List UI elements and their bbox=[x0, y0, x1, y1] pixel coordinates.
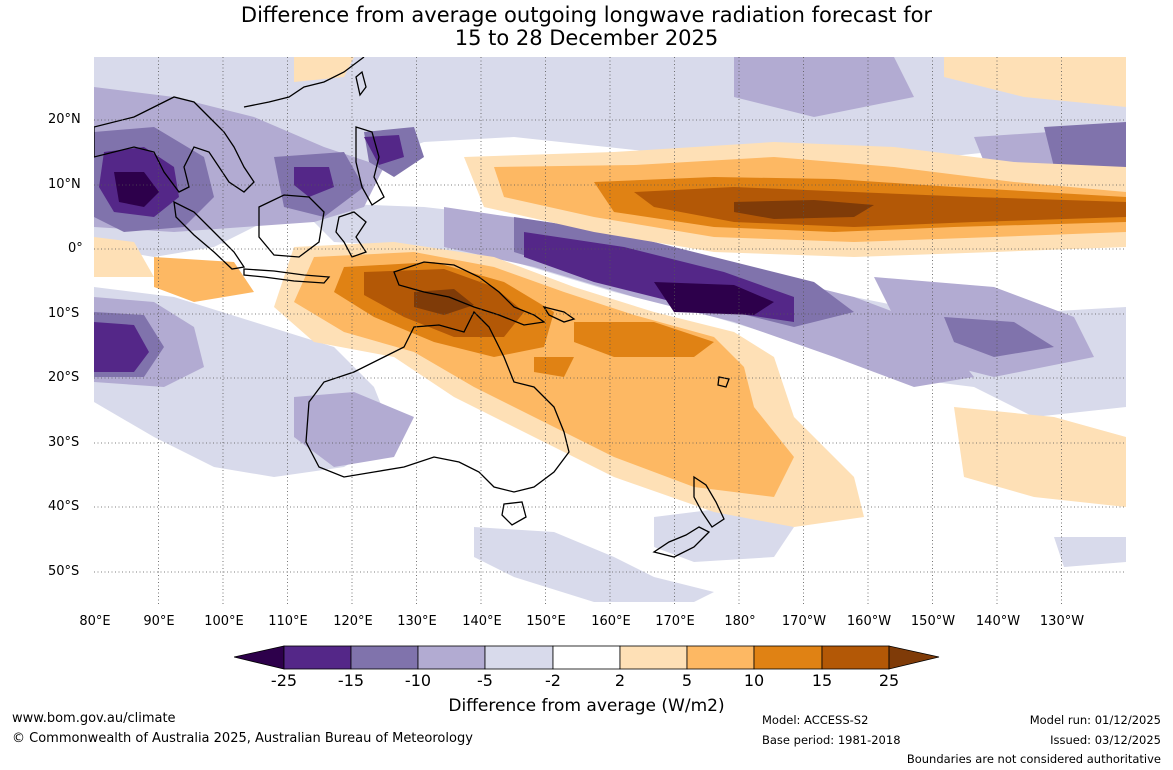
solomon-islands-coastline bbox=[542, 305, 576, 323]
borneo-coastline bbox=[258, 194, 325, 258]
footer-model: Model: ACCESS-S2 bbox=[762, 713, 869, 727]
colorbar-bin-5 bbox=[552, 645, 621, 670]
title-line-2: 15 to 28 December 2025 bbox=[454, 26, 719, 50]
java-coastline bbox=[243, 268, 331, 284]
lat-label-50s: 50°S bbox=[48, 564, 80, 579]
map-gridlines bbox=[94, 57, 1126, 604]
colorbar-tick-1: -25 bbox=[270, 671, 298, 690]
china-coastline bbox=[243, 57, 365, 108]
lon-label-170w: 170°W bbox=[781, 614, 827, 629]
lon-label-110e: 110°E bbox=[268, 614, 308, 629]
anomaly-band-darkest-brown bbox=[414, 200, 874, 315]
colorbar-title: Difference from average (W/m2) bbox=[448, 696, 725, 716]
footer-url: www.bom.gov.au/climate bbox=[12, 711, 176, 726]
colorbar-bin-4 bbox=[484, 645, 554, 670]
tasmania-coastline bbox=[501, 501, 527, 526]
taiwan-coastline bbox=[355, 70, 367, 97]
lat-label-30s: 30°S bbox=[48, 435, 80, 450]
australia-coastline bbox=[305, 310, 570, 493]
lon-label-170e: 170°E bbox=[655, 614, 695, 629]
sulawesi-coastline bbox=[335, 211, 368, 258]
anomaly-band-darkest-purple bbox=[114, 172, 774, 315]
lat-label-10s: 10°S bbox=[48, 306, 80, 321]
olr-anomaly-map bbox=[94, 57, 1126, 604]
colorbar-bin-2 bbox=[350, 645, 419, 670]
colorbar-bin-8 bbox=[753, 645, 823, 670]
lon-label-140w: 140°W bbox=[975, 614, 1021, 629]
colorbar-bin-3 bbox=[417, 645, 486, 670]
lon-label-150e: 150°E bbox=[526, 614, 566, 629]
lat-label-20n: 20°N bbox=[48, 112, 81, 127]
new-zealand-north-coastline bbox=[693, 475, 725, 528]
colorbar-tick-5: -2 bbox=[545, 671, 561, 690]
asia-mainland-coastline bbox=[94, 96, 255, 193]
colorbar-bin-9 bbox=[821, 645, 890, 670]
colorbar bbox=[234, 645, 940, 670]
footer-copyright: © Commonwealth of Australia 2025, Austra… bbox=[12, 731, 473, 746]
lon-label-100e: 100°E bbox=[204, 614, 244, 629]
colorbar-tick-10: 25 bbox=[878, 671, 900, 690]
colorbar-above-triangle bbox=[888, 645, 940, 670]
lon-label-150w: 150°W bbox=[910, 614, 956, 629]
lon-label-130e: 130°E bbox=[397, 614, 437, 629]
lat-label-0: 0° bbox=[68, 241, 83, 256]
colorbar-below-triangle bbox=[234, 645, 285, 670]
lon-label-140e: 140°E bbox=[462, 614, 502, 629]
footer-base-period: Base period: 1981-2018 bbox=[762, 733, 901, 747]
footer-model-run: Model run: 01/12/2025 bbox=[1029, 713, 1161, 727]
lat-label-40s: 40°S bbox=[48, 499, 80, 514]
colorbar-bin-7 bbox=[686, 645, 755, 670]
colorbar-bin-6 bbox=[619, 645, 688, 670]
lon-label-160e: 160°E bbox=[591, 614, 631, 629]
lon-label-180: 180° bbox=[724, 614, 756, 629]
lon-label-130w: 130°W bbox=[1039, 614, 1085, 629]
new-zealand-south-coastline bbox=[652, 526, 711, 558]
lat-label-20s: 20°S bbox=[48, 370, 80, 385]
footer-disclaimer: Boundaries are not considered authoritat… bbox=[906, 752, 1161, 766]
colorbar-bin-1 bbox=[283, 645, 352, 670]
colorbar-tick-9: 15 bbox=[811, 671, 833, 690]
lon-label-80e: 80°E bbox=[79, 614, 111, 629]
colorbar-tick-2: -15 bbox=[337, 671, 365, 690]
coastlines bbox=[94, 57, 730, 558]
title-line-1: Difference from average outgoing longwav… bbox=[240, 3, 933, 27]
lat-label-10n: 10°N bbox=[48, 177, 81, 192]
colorbar-tick-8: 10 bbox=[743, 671, 765, 690]
colorbar-tick-7: 5 bbox=[681, 671, 693, 690]
sumatra-coastline bbox=[173, 200, 246, 270]
colorbar-tick-4: -5 bbox=[477, 671, 493, 690]
lon-label-120e: 120°E bbox=[333, 614, 373, 629]
philippines-coastline bbox=[355, 126, 385, 206]
lon-label-160w: 160°W bbox=[846, 614, 892, 629]
fiji-coastline bbox=[717, 376, 730, 388]
colorbar-tick-6: 2 bbox=[614, 671, 626, 690]
colorbar-tick-3: -10 bbox=[404, 671, 432, 690]
lon-label-90e: 90°E bbox=[143, 614, 175, 629]
chart-title: Difference from average outgoing longwav… bbox=[0, 4, 1173, 50]
new-guinea-coastline bbox=[393, 261, 546, 326]
footer-issued: Issued: 03/12/2025 bbox=[1050, 733, 1161, 747]
